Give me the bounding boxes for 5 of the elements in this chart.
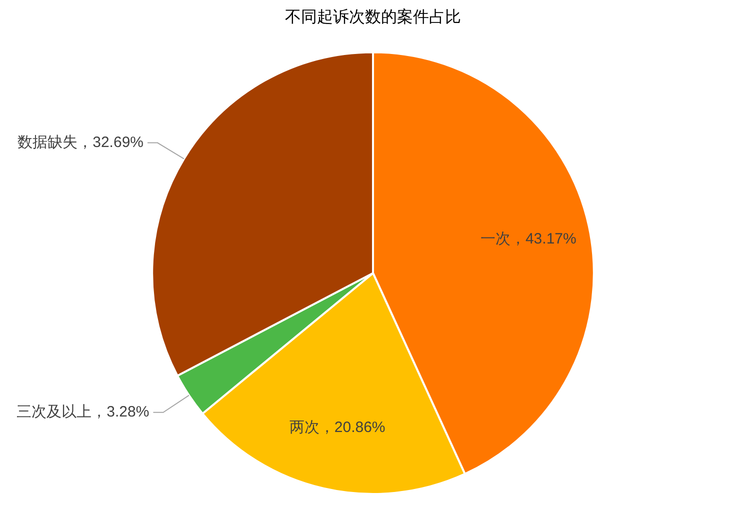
slice-label: 两次，20.86%	[289, 419, 386, 436]
slice-label: 三次及以上，3.28%	[16, 404, 150, 421]
chart-title: 不同起诉次数的案件占比	[285, 8, 461, 26]
slice-label: 一次，43.17%	[480, 230, 576, 248]
slice-label: 数据缺失，32.69%	[18, 134, 144, 151]
